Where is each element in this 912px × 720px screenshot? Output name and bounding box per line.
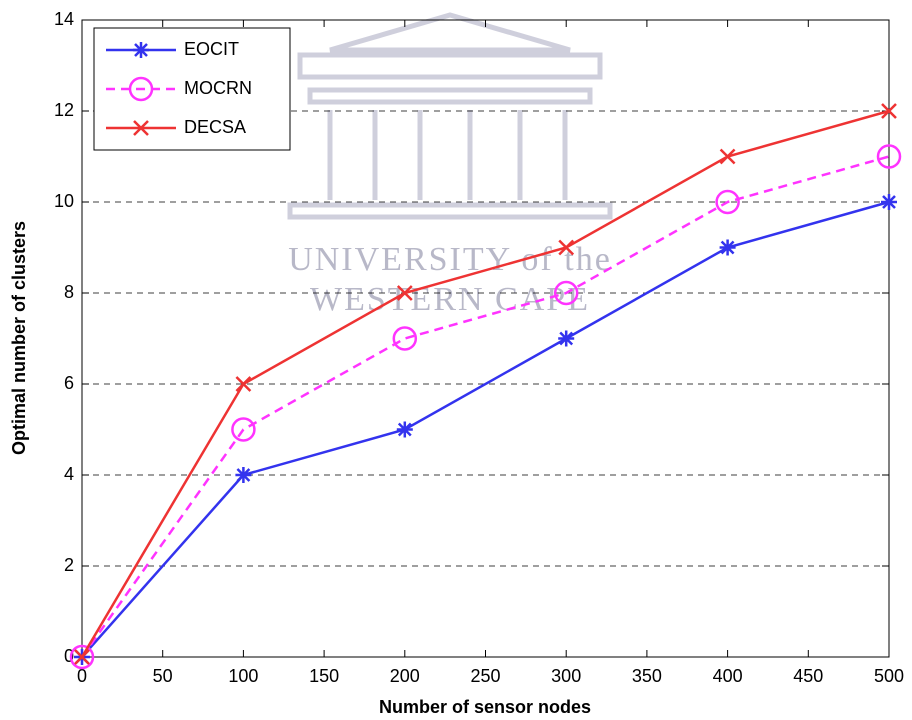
marker (235, 467, 252, 483)
marker-shape (719, 239, 736, 256)
marker (69, 644, 95, 670)
series-line (81, 200, 890, 658)
marker (876, 144, 902, 169)
marker (128, 76, 154, 102)
y-tick-label: 6 (64, 373, 74, 393)
marker-shape (558, 330, 575, 347)
marker-shape (235, 467, 252, 483)
marker (558, 239, 575, 256)
marker (558, 330, 575, 347)
marker-shape (74, 649, 90, 665)
marker (231, 417, 256, 442)
watermark-logo (287, 12, 613, 220)
y-tick-label: 0 (64, 646, 74, 666)
marker (715, 189, 740, 215)
x-tick-label: 400 (713, 666, 743, 686)
x-tick-label: 300 (551, 666, 581, 686)
x-tick-label: 100 (228, 666, 258, 686)
marker-shape (715, 189, 740, 215)
marker (392, 326, 418, 351)
marker (74, 649, 90, 665)
plot-frame (81, 19, 890, 658)
marker (719, 148, 736, 165)
marker-shape (881, 194, 897, 210)
watermark-text: WESTERN CAPE (310, 281, 590, 318)
y-tick-label: 14 (54, 9, 74, 29)
legend-label: EOCIT (184, 39, 239, 59)
y-tick-label: 4 (64, 464, 74, 484)
marker (133, 120, 149, 136)
x-axis-label: Number of sensor nodes (379, 697, 591, 717)
marker (553, 280, 579, 306)
y-tick-label: 8 (64, 282, 74, 302)
x-tick-label: 500 (874, 666, 904, 686)
marker (881, 194, 897, 210)
marker-shape (392, 326, 418, 351)
marker-shape (133, 42, 149, 58)
marker (396, 421, 413, 438)
x-tick-label: 350 (632, 666, 662, 686)
marker-shape (231, 417, 256, 442)
legend-label: MOCRN (184, 78, 252, 98)
marker (133, 42, 149, 58)
marker-shape (558, 239, 575, 256)
marker-shape (881, 103, 897, 119)
marker-shape (553, 280, 579, 306)
x-tick-label: 200 (390, 666, 420, 686)
y-tick-label: 2 (64, 555, 74, 575)
marker-shape (133, 120, 149, 136)
marker (235, 376, 252, 392)
marker-shape (719, 148, 736, 165)
legend-label: DECSA (184, 117, 246, 137)
series-line (80, 109, 890, 658)
marker-shape (69, 644, 95, 670)
x-tick-label: 150 (309, 666, 339, 686)
x-tick-label: 50 (153, 666, 173, 686)
marker (881, 103, 897, 119)
marker-shape (396, 285, 413, 301)
x-tick-label: 450 (793, 666, 823, 686)
marker (396, 285, 413, 301)
marker (719, 239, 736, 256)
series-line (80, 155, 890, 658)
y-tick-label: 12 (54, 100, 74, 120)
watermark-text: UNIVERSITY of the (288, 241, 612, 278)
marker-shape (396, 421, 413, 438)
x-tick-label: 0 (77, 666, 87, 686)
marker-shape (128, 76, 154, 102)
x-tick-label: 250 (470, 666, 500, 686)
marker-shape (235, 376, 252, 392)
y-axis-label: Optimal number of clusters (9, 221, 29, 455)
y-tick-label: 10 (54, 191, 74, 211)
marker-shape (876, 144, 902, 169)
